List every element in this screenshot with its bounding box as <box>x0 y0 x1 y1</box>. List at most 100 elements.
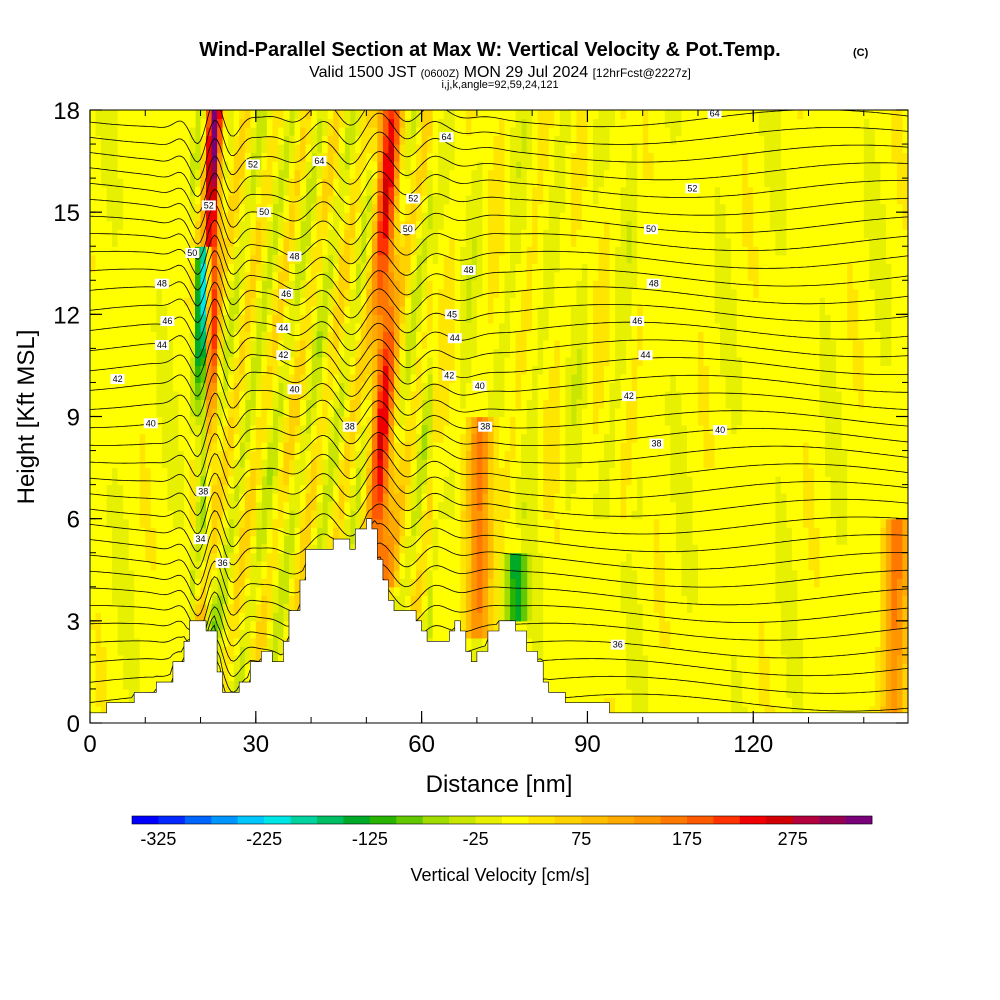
velocity-cell <box>161 237 168 247</box>
velocity-cell <box>255 561 262 571</box>
velocity-cell <box>399 118 406 128</box>
velocity-cell <box>150 195 157 205</box>
velocity-cell <box>217 603 224 613</box>
velocity-cell <box>239 382 246 392</box>
velocity-cell <box>465 425 472 435</box>
velocity-cell <box>427 484 434 494</box>
velocity-cell <box>532 297 539 307</box>
velocity-cell <box>95 603 102 613</box>
velocity-cell <box>139 288 146 298</box>
velocity-cell <box>532 476 539 486</box>
velocity-cell <box>311 442 318 452</box>
velocity-cell <box>465 518 472 528</box>
velocity-cell <box>537 518 544 528</box>
velocity-cell <box>537 433 544 443</box>
velocity-cell <box>510 297 517 307</box>
velocity-cell <box>300 331 307 341</box>
velocity-cell <box>371 161 379 171</box>
velocity-cell <box>123 416 130 426</box>
velocity-cell <box>123 671 130 682</box>
velocity-cell <box>333 254 340 264</box>
velocity-cell <box>150 518 157 528</box>
velocity-cell <box>90 246 97 256</box>
velocity-cell <box>139 195 146 205</box>
velocity-cell <box>537 356 544 367</box>
velocity-cell <box>228 110 235 120</box>
velocity-cell <box>482 339 489 349</box>
velocity-cell <box>515 484 522 494</box>
velocity-cell <box>410 603 417 613</box>
velocity-cell <box>476 152 484 162</box>
velocity-cell <box>515 348 522 358</box>
velocity-cell <box>117 501 124 511</box>
velocity-cell <box>239 254 246 264</box>
velocity-cell <box>134 212 141 222</box>
velocity-cell <box>504 280 511 290</box>
velocity-cell <box>559 620 566 630</box>
velocity-cell <box>548 373 555 384</box>
velocity-cell <box>432 569 439 579</box>
velocity-cell <box>300 501 307 511</box>
velocity-cell <box>432 212 439 222</box>
velocity-cell <box>355 305 362 315</box>
velocity-cell <box>145 161 152 171</box>
velocity-cell <box>161 297 168 307</box>
velocity-cell <box>454 484 461 494</box>
velocity-cell <box>366 144 373 154</box>
velocity-cell <box>565 688 572 699</box>
velocity-cell <box>399 178 406 188</box>
velocity-cell <box>316 416 323 426</box>
velocity-cell <box>106 527 113 537</box>
velocity-cell <box>432 186 439 196</box>
velocity-cell <box>261 569 268 579</box>
velocity-cell <box>244 178 251 188</box>
velocity-cell <box>515 203 522 213</box>
velocity-cell <box>526 331 533 341</box>
velocity-cell <box>377 339 384 349</box>
velocity-cell <box>487 407 495 418</box>
velocity-cell <box>139 110 146 120</box>
velocity-cell <box>123 442 130 452</box>
velocity-cell <box>499 535 506 545</box>
velocity-cell <box>410 212 417 222</box>
velocity-cell <box>432 544 439 554</box>
velocity-cell <box>206 586 213 596</box>
velocity-cell <box>360 416 367 426</box>
velocity-cell <box>338 280 345 290</box>
velocity-cell <box>521 280 528 290</box>
velocity-cell <box>344 254 351 264</box>
velocity-cell <box>277 484 285 494</box>
velocity-cell <box>454 110 461 120</box>
velocity-cell <box>504 110 511 120</box>
velocity-cell <box>416 331 423 341</box>
velocity-cell <box>493 178 500 188</box>
velocity-cell <box>482 144 489 154</box>
velocity-cell <box>443 237 450 247</box>
velocity-cell <box>266 297 273 307</box>
velocity-cell <box>543 178 550 188</box>
velocity-cell <box>90 501 97 511</box>
velocity-cell <box>112 561 119 571</box>
velocity-cell <box>101 203 108 213</box>
velocity-cell <box>167 152 174 162</box>
velocity-cell <box>228 425 235 435</box>
velocity-cell <box>128 561 135 571</box>
velocity-cell <box>543 271 550 281</box>
velocity-cell <box>283 484 290 494</box>
velocity-cell <box>476 603 484 613</box>
velocity-cell <box>128 680 135 690</box>
velocity-cell <box>261 407 268 418</box>
velocity-cell <box>255 186 262 196</box>
velocity-cell <box>272 356 279 367</box>
velocity-cell <box>167 203 174 213</box>
velocity-cell <box>250 425 257 435</box>
velocity-cell <box>327 178 334 188</box>
velocity-cell <box>515 263 522 273</box>
velocity-cell <box>421 144 428 154</box>
velocity-cell <box>493 254 500 264</box>
velocity-cell <box>266 416 273 426</box>
velocity-cell <box>222 254 229 264</box>
velocity-cell <box>559 280 566 290</box>
velocity-cell <box>565 399 572 409</box>
velocity-cell <box>499 331 506 341</box>
